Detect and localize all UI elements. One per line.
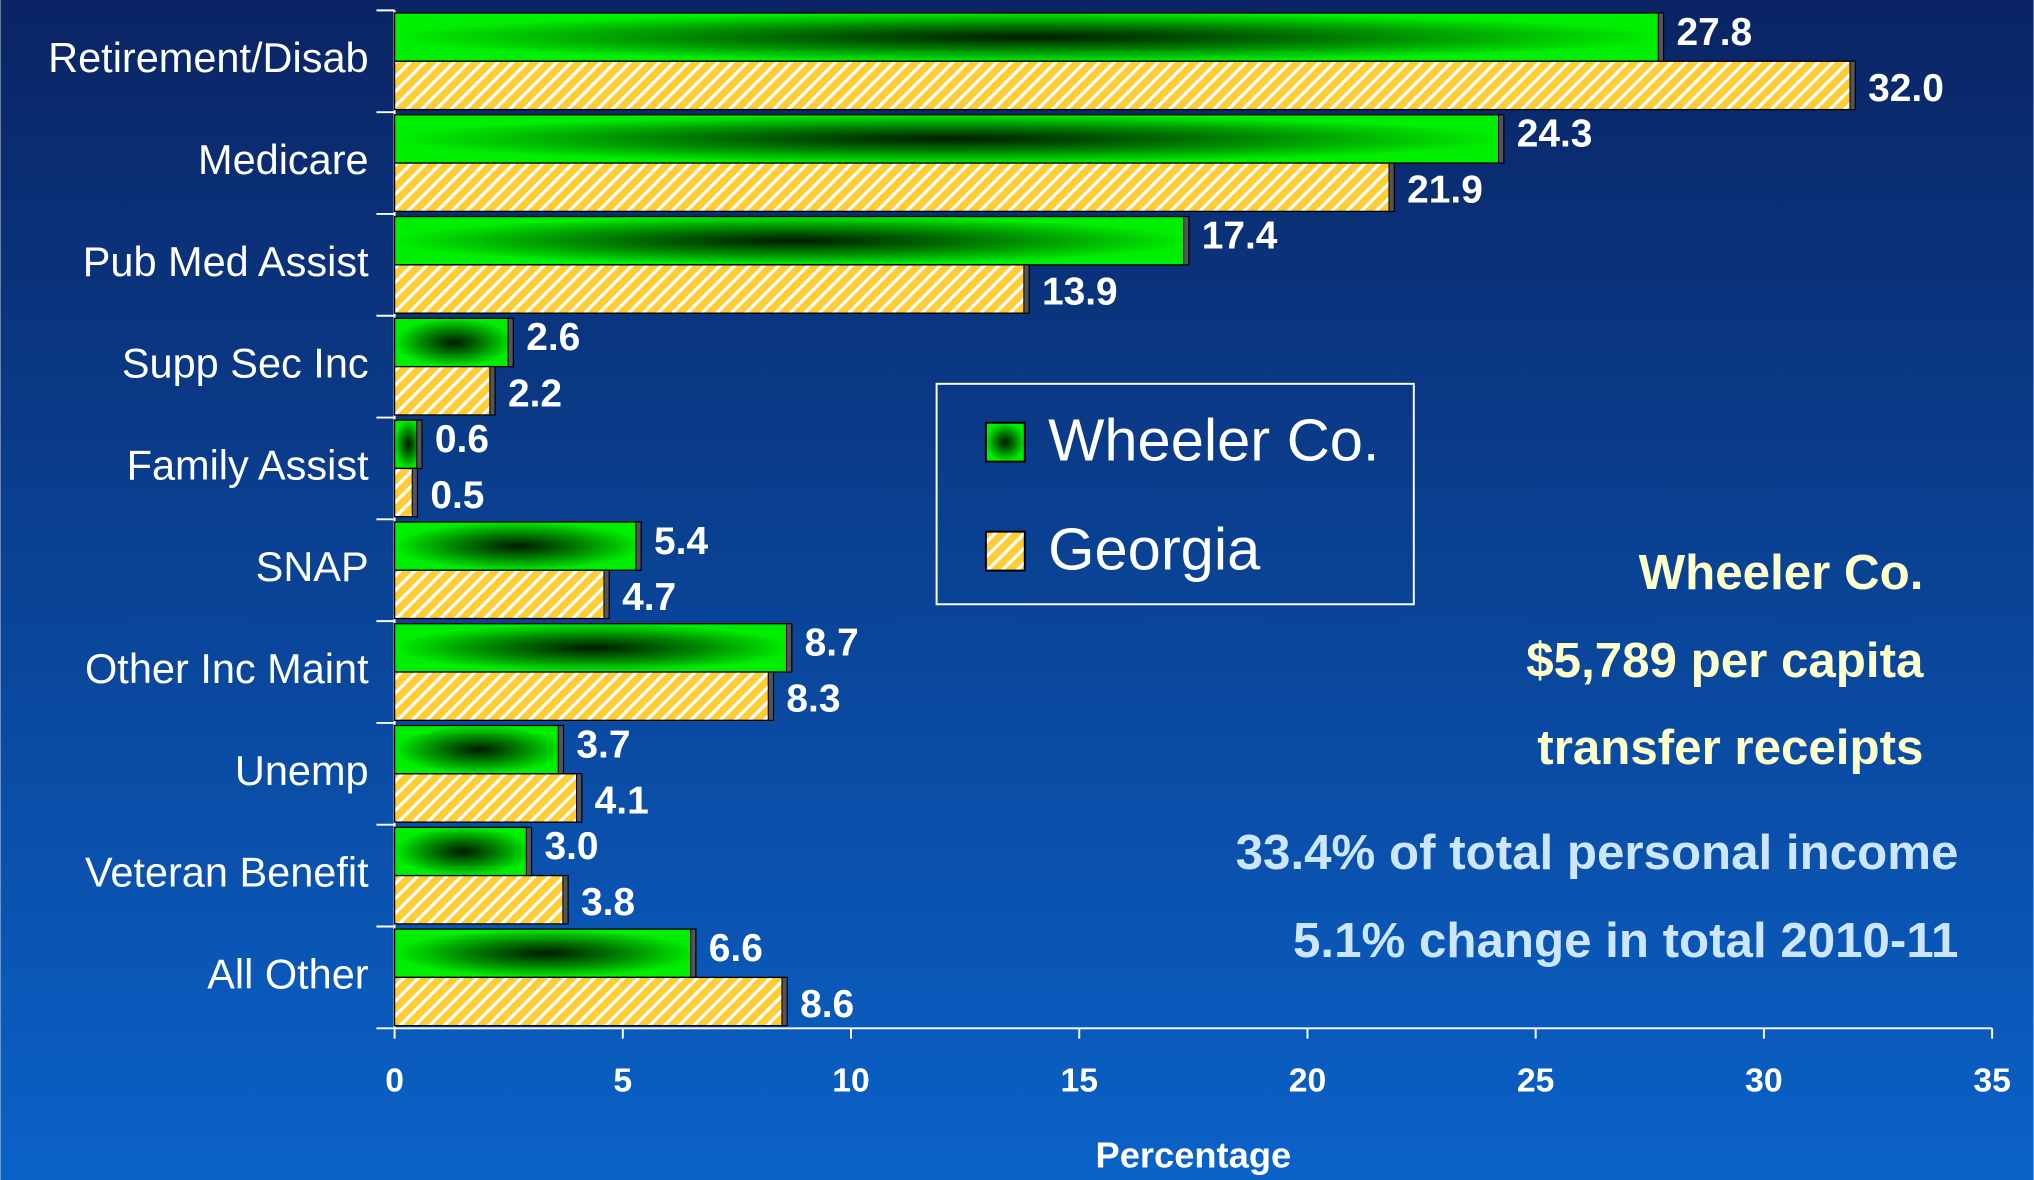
bar xyxy=(393,215,1190,266)
x-tick-label: 35 xyxy=(1973,1062,2010,1100)
bar-side xyxy=(1657,12,1665,62)
bar-side xyxy=(562,875,569,925)
x-tick-label: 5 xyxy=(613,1062,632,1100)
value-label: 0.6 xyxy=(435,418,489,461)
category-label: SNAP xyxy=(256,543,369,590)
bar xyxy=(393,569,610,620)
category-label: All Other xyxy=(207,950,369,997)
value-label: 27.8 xyxy=(1676,11,1752,54)
category-label: Unemp xyxy=(235,747,369,794)
annotation: 5.1% change in total 2010-11 xyxy=(1293,913,1958,968)
x-tick-label: 10 xyxy=(832,1062,870,1100)
value-label: 2.2 xyxy=(508,372,562,415)
x-tick-label: 20 xyxy=(1289,1062,1327,1100)
value-label: 6.6 xyxy=(709,927,763,970)
x-tick-label: 25 xyxy=(1517,1062,1554,1100)
bar xyxy=(393,874,569,925)
bar-side xyxy=(603,569,610,620)
bar xyxy=(393,12,1665,62)
bar-side xyxy=(411,467,418,518)
value-label: 8.3 xyxy=(786,678,840,721)
x-axis-title: Percentage xyxy=(1096,1135,1292,1176)
bar xyxy=(393,114,1505,164)
bar-side xyxy=(1849,60,1856,111)
value-label: 32.0 xyxy=(1868,67,1944,110)
bar xyxy=(393,264,1030,314)
value-label: 17.4 xyxy=(1202,214,1278,257)
value-label: 8.6 xyxy=(800,983,854,1026)
value-label: 3.8 xyxy=(581,881,635,924)
value-label: 2.6 xyxy=(526,316,580,359)
value-label: 8.7 xyxy=(805,622,859,665)
bar xyxy=(393,826,533,877)
bar xyxy=(393,724,565,775)
category-label: Pub Med Assist xyxy=(83,238,369,285)
bar xyxy=(393,928,697,979)
annotation: 33.4% of total personal income xyxy=(1236,825,1959,880)
bar-side xyxy=(635,521,642,571)
bar-side xyxy=(507,317,514,368)
legend-swatch xyxy=(984,421,1026,463)
legend-label: Wheeler Co. xyxy=(1048,407,1379,474)
bar xyxy=(393,60,1856,111)
value-label: 5.4 xyxy=(654,520,708,563)
legend: Wheeler Co. Georgia xyxy=(935,382,1415,606)
bar-side xyxy=(1498,114,1505,164)
legend-swatch xyxy=(984,530,1026,572)
bar-side xyxy=(1183,216,1190,266)
bar-side xyxy=(489,366,496,416)
bar-side xyxy=(525,826,533,877)
bar-side xyxy=(767,671,774,721)
category-label: Supp Sec Inc xyxy=(122,340,369,387)
category-label: Retirement/Disab xyxy=(48,34,368,81)
bar-side xyxy=(416,419,423,469)
x-tick-label: 0 xyxy=(385,1062,404,1100)
bar xyxy=(393,365,496,416)
legend-box xyxy=(935,382,1415,606)
bar-side xyxy=(781,976,788,1027)
category-label: Veteran Benefit xyxy=(85,849,369,896)
category-label: Medicare xyxy=(198,136,369,183)
bar-side xyxy=(576,773,583,823)
value-label: 24.3 xyxy=(1517,113,1593,156)
bar xyxy=(393,623,793,673)
category-label: Other Inc Maint xyxy=(85,645,369,692)
bar-side xyxy=(1388,162,1395,212)
annotation: transfer receipts xyxy=(1537,720,1923,775)
x-tick-label: 15 xyxy=(1060,1062,1098,1100)
annotation: Wheeler Co. xyxy=(1639,545,1924,600)
category-label: Family Assist xyxy=(127,441,369,488)
bar xyxy=(393,162,1395,213)
value-label: 3.0 xyxy=(544,825,598,868)
value-label: 13.9 xyxy=(1042,270,1118,313)
bar xyxy=(393,773,583,823)
legend-label: Georgia xyxy=(1048,515,1261,582)
annotation: $5,789 per capita xyxy=(1526,633,1924,688)
value-label: 21.9 xyxy=(1407,169,1483,212)
bar xyxy=(393,521,642,571)
bar-side xyxy=(785,623,793,673)
bar xyxy=(393,976,788,1027)
value-label: 4.7 xyxy=(622,576,676,619)
x-tick-label: 30 xyxy=(1745,1062,1782,1100)
value-label: 3.7 xyxy=(576,723,630,766)
value-label: 0.5 xyxy=(430,474,484,517)
bar-side xyxy=(1023,264,1030,314)
bar-side xyxy=(557,724,564,775)
value-label: 4.1 xyxy=(595,779,649,822)
bar-side xyxy=(690,928,697,978)
bar xyxy=(393,671,775,721)
bar xyxy=(393,317,514,368)
